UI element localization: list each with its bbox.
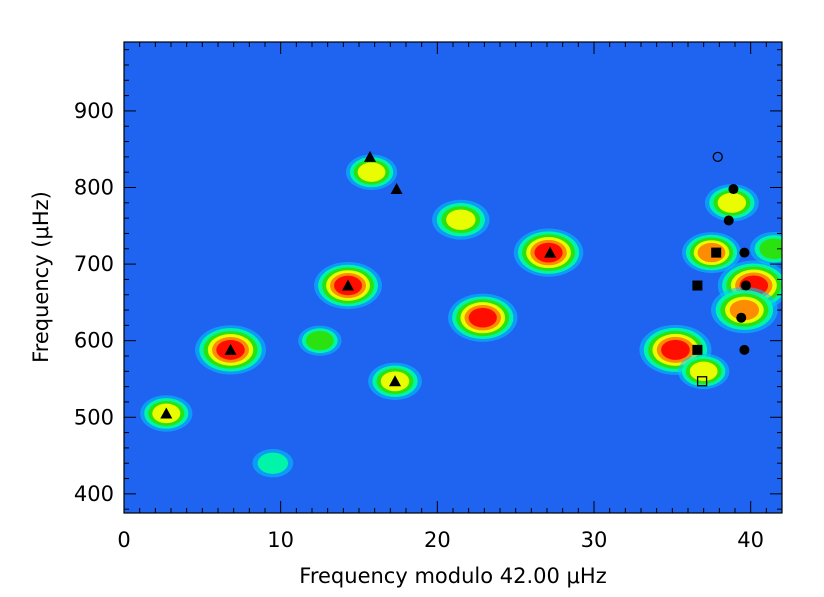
heat-contour xyxy=(357,162,386,182)
heat-contour xyxy=(468,307,497,328)
x-tick-label: 20 xyxy=(424,528,451,552)
y-tick-label: 700 xyxy=(74,252,114,276)
filled-circle-marker xyxy=(728,184,739,195)
x-tick-label: 0 xyxy=(117,528,130,552)
y-tick-label: 500 xyxy=(74,405,114,429)
heat-spot xyxy=(711,286,778,334)
filled-triangle-marker xyxy=(160,407,173,419)
filled-triangle-marker xyxy=(389,375,402,387)
x-tick-label: 40 xyxy=(737,528,764,552)
filled-triangle-marker xyxy=(390,183,403,195)
x-tick-label: 30 xyxy=(581,528,608,552)
heat-contour xyxy=(759,238,782,260)
filled-triangle-marker xyxy=(342,279,355,291)
heat-spot xyxy=(432,199,490,240)
heat-contour xyxy=(661,339,690,360)
filled-circle-marker xyxy=(736,312,747,323)
heat-spot xyxy=(448,293,518,342)
open-square-marker xyxy=(696,376,708,387)
heat-contour xyxy=(446,209,476,230)
marker-layer xyxy=(160,150,751,419)
heat-spot xyxy=(345,154,398,190)
heat-contour xyxy=(305,330,334,351)
filled-circle-marker xyxy=(740,280,751,291)
heat-spot xyxy=(704,184,759,222)
filled-circle-marker xyxy=(723,215,734,226)
filled-square-marker xyxy=(692,280,703,291)
filled-circle-marker xyxy=(739,247,750,258)
heat-spot xyxy=(252,449,294,478)
filled-triangle-marker xyxy=(544,246,557,258)
x-tick-label: 10 xyxy=(267,528,294,552)
plot-background xyxy=(124,42,782,513)
heat-spot xyxy=(678,353,730,390)
y-axis-title: Frequency (μHz) xyxy=(29,191,53,363)
y-tick-label: 600 xyxy=(74,329,114,353)
filled-triangle-marker xyxy=(224,343,237,355)
y-tick-label: 800 xyxy=(74,176,114,200)
y-tick-label: 400 xyxy=(74,482,114,506)
filled-square-marker xyxy=(692,344,703,355)
heat-contour xyxy=(717,192,747,213)
heat-contour xyxy=(689,361,718,382)
tick-label-layer: 0 10 20 30 40 400 500 600 700 800 900 xyxy=(74,99,764,552)
tick-layer xyxy=(123,42,783,513)
x-axis-title: Frequency modulo 42.00 μHz xyxy=(299,564,606,588)
filled-circle-marker xyxy=(739,344,750,355)
filled-triangle-marker xyxy=(363,150,376,162)
heat-spot xyxy=(749,231,782,266)
heat-contour xyxy=(257,452,289,474)
open-circle-marker xyxy=(712,151,723,163)
y-tick-label: 900 xyxy=(74,99,114,123)
filled-square-marker xyxy=(711,247,722,258)
heat-spot xyxy=(298,325,342,356)
